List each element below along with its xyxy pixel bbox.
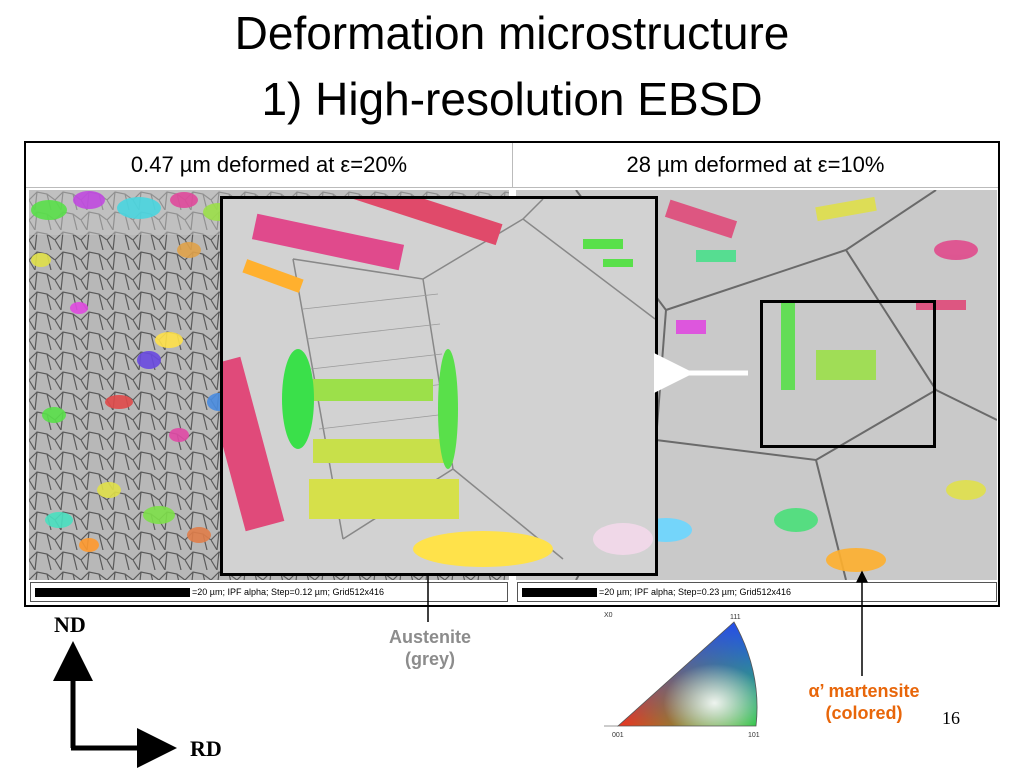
ipf-111-label: 111 <box>730 614 741 621</box>
martensite-label: α’ martensite <box>776 680 952 702</box>
austenite-callout: Austenite (grey) <box>360 626 500 670</box>
nd-label: ND <box>54 612 86 638</box>
martensite-sub-label: (colored) <box>776 702 952 724</box>
rd-label: RD <box>190 736 222 762</box>
page-number: 16 <box>942 708 960 729</box>
ipf-color-key <box>604 612 774 742</box>
ipf-x0-label: X0 <box>604 612 613 619</box>
ipf-001-label: 001 <box>612 732 624 739</box>
martensite-callout: α’ martensite (colored) <box>776 680 952 724</box>
austenite-label: Austenite <box>360 626 500 648</box>
austenite-sub-label: (grey) <box>360 648 500 670</box>
ipf-101-label: 101 <box>748 732 760 739</box>
